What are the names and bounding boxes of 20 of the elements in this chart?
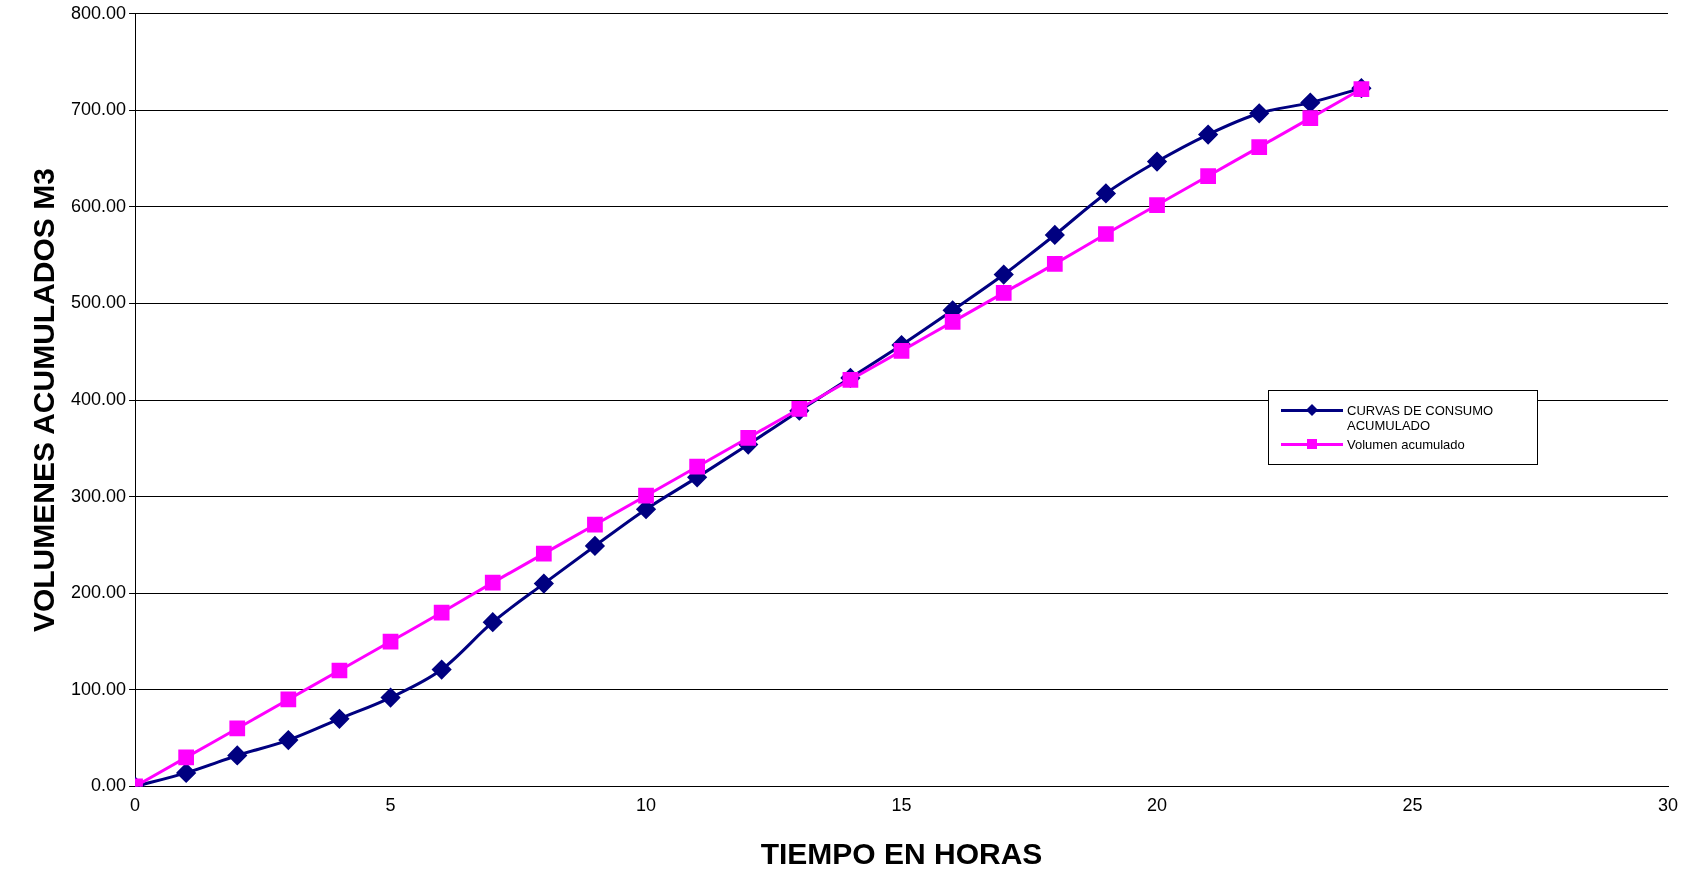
x-tick-label: 25 [1402, 795, 1423, 816]
x-tick-label: 10 [636, 795, 657, 816]
x-tick-label: 5 [385, 795, 396, 816]
y-tick-label: 800.00 [70, 2, 127, 23]
y-tick-label: 700.00 [70, 99, 127, 120]
x-tick-label: 15 [891, 795, 912, 816]
y-tick-label: 0.00 [91, 775, 127, 796]
y-tick-label: 100.00 [70, 678, 127, 699]
y-tick-label: 200.00 [70, 582, 127, 603]
x-tick-label: 0 [130, 795, 141, 816]
y-tick-label: 600.00 [70, 195, 127, 216]
x-axis-title: TIEMPO EN HORAS [760, 837, 1043, 871]
y-tick-label: 500.00 [70, 292, 127, 313]
x-tick-label: 30 [1657, 795, 1679, 816]
y-axis-title: VOLUMENES ACUMULADOS M3 [27, 168, 61, 633]
legend-label: Volumen acumulado [1346, 437, 1465, 453]
x-tick-label: 20 [1147, 795, 1168, 816]
legend-label: CURVAS DE CONSUMO ACUMULADO [1346, 403, 1495, 434]
y-tick-label: 300.00 [70, 485, 127, 506]
y-tick-label: 400.00 [70, 389, 127, 410]
